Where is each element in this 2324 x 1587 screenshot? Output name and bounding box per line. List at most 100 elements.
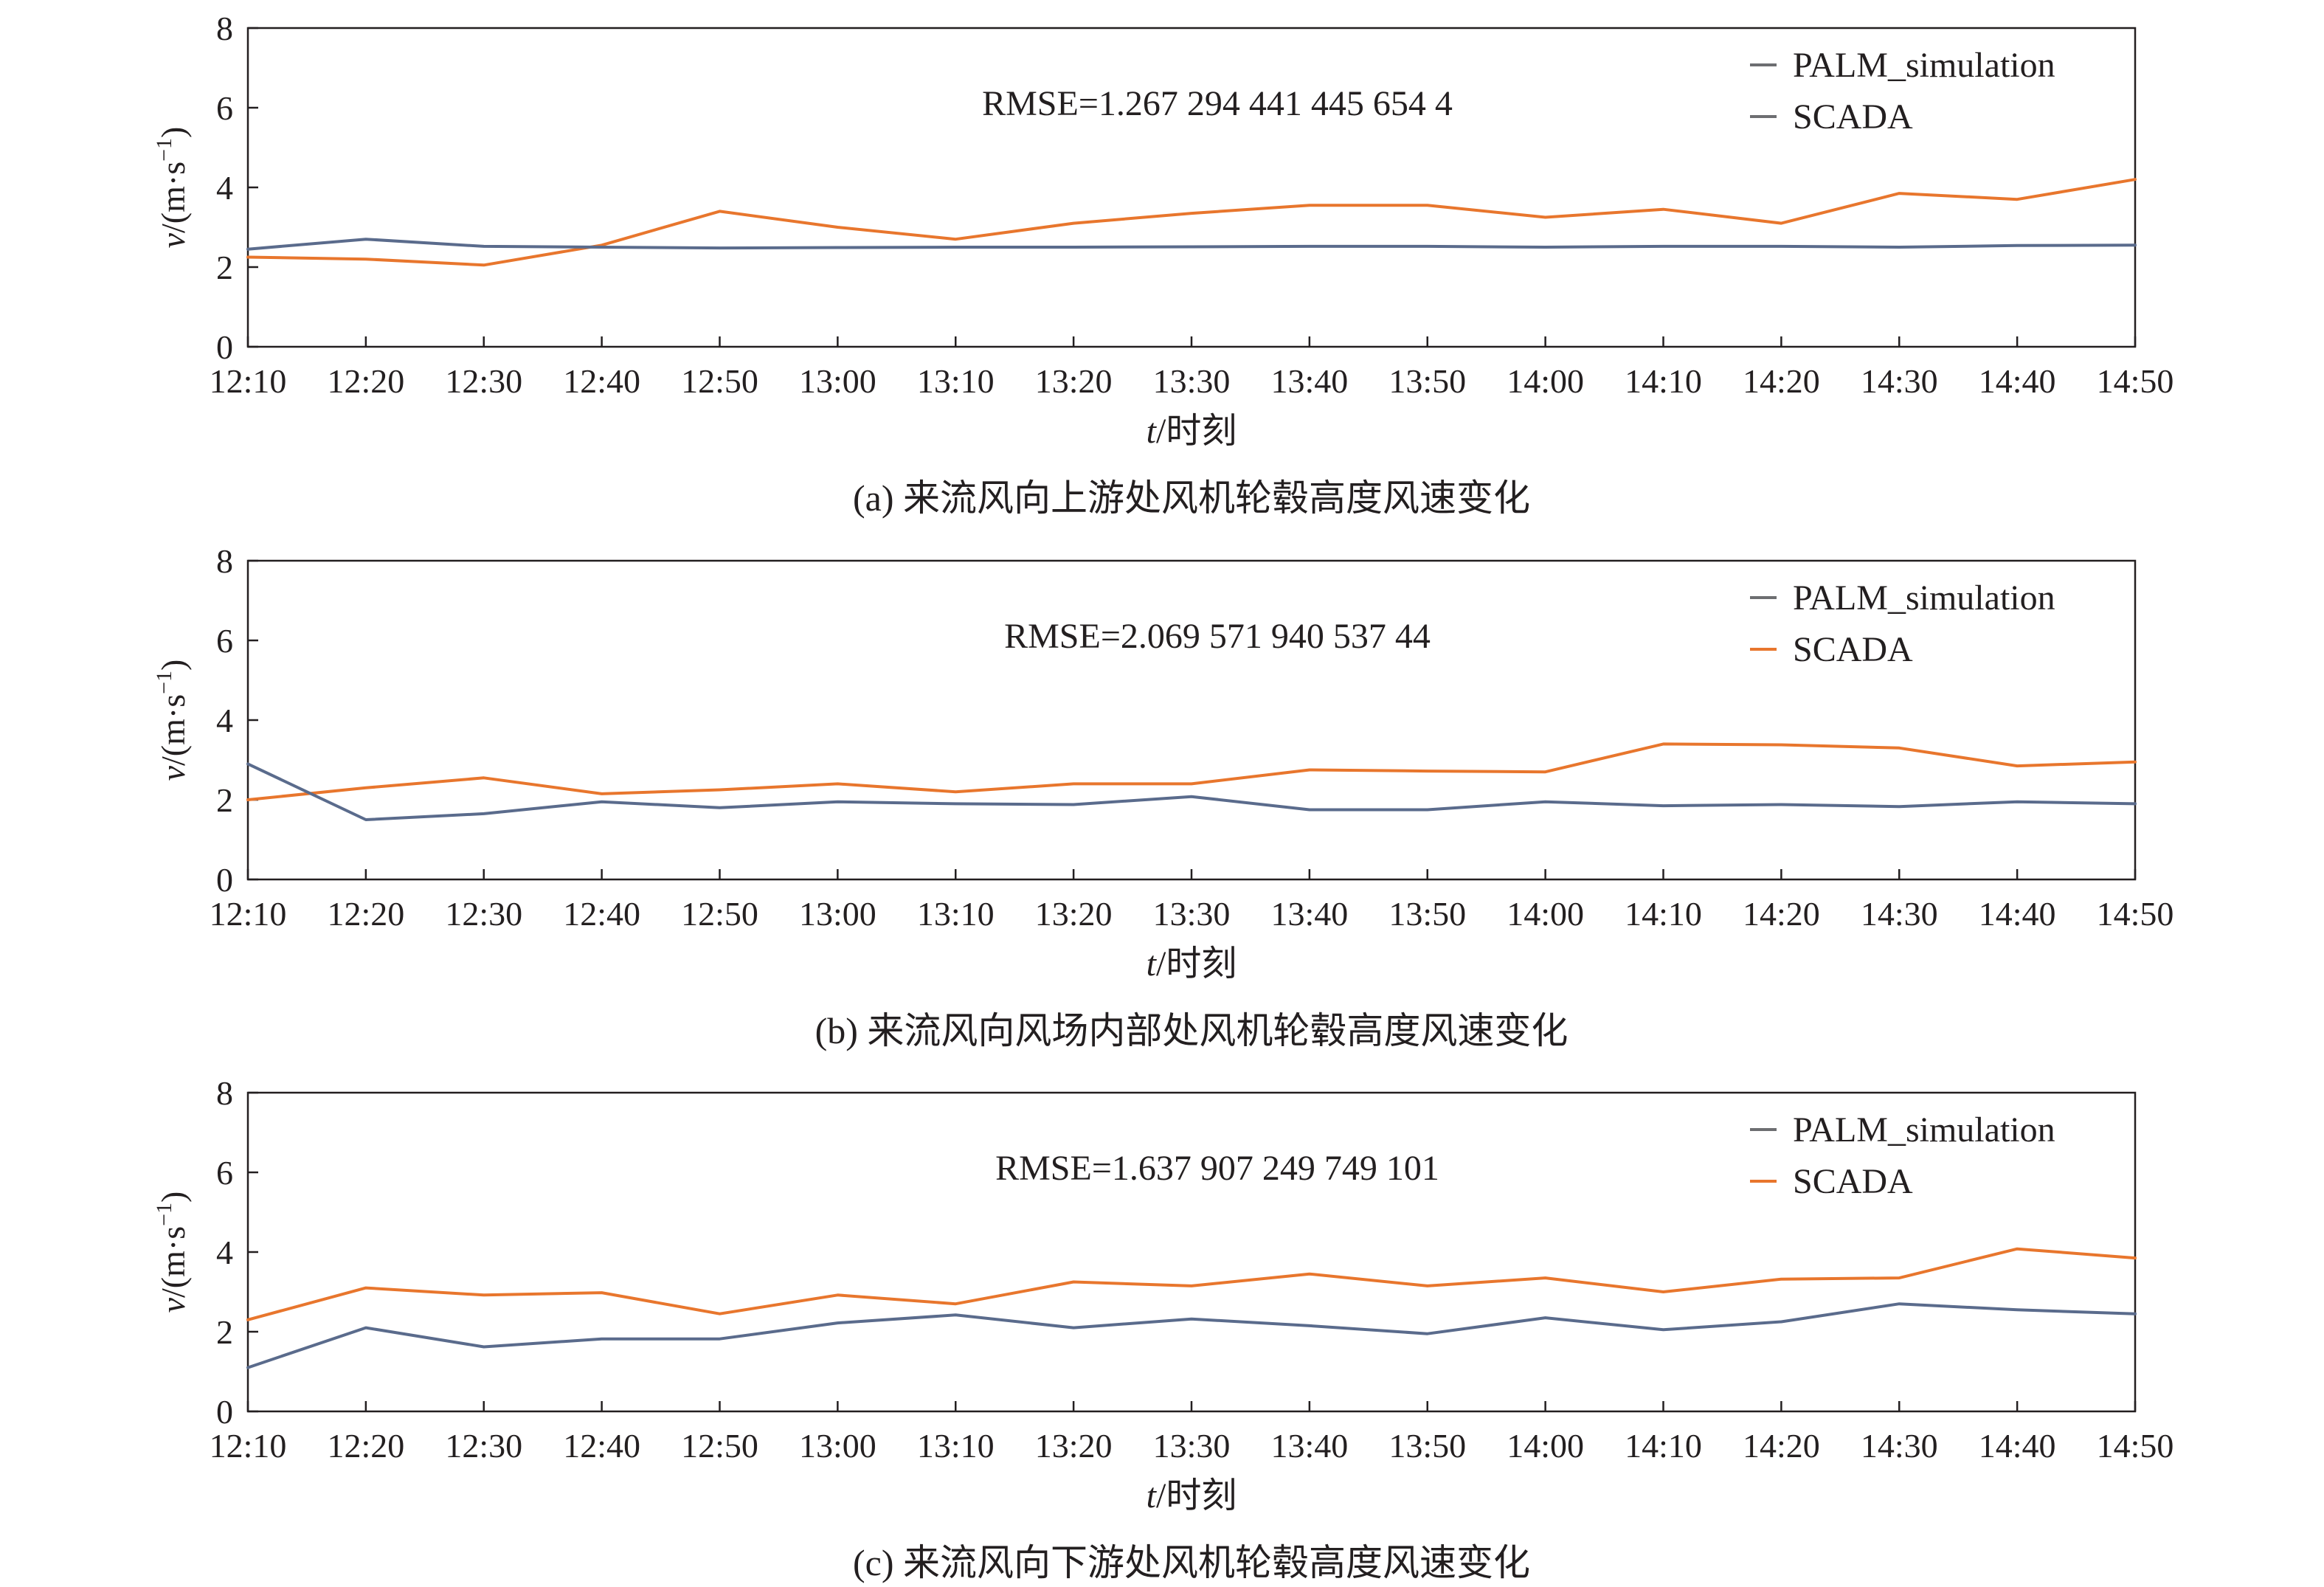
x-tick-label: 13:40 — [1270, 1427, 1348, 1465]
x-tick-label: 12:30 — [445, 895, 522, 933]
y-tick-label: 6 — [216, 1154, 233, 1192]
x-tick-label: 13:50 — [1388, 1427, 1466, 1465]
x-tick-label: 12:20 — [327, 1427, 404, 1465]
x-tick-label: 14:10 — [1625, 362, 1702, 400]
x-axis-label-symbol: t — [1147, 412, 1158, 451]
x-tick-label: 12:40 — [563, 1427, 640, 1465]
x-tick-label: 14:50 — [2097, 362, 2174, 400]
y-axis-label-superscript: −1 — [152, 138, 176, 162]
x-tick-label: 13:10 — [917, 895, 995, 933]
rmse-annotation: RMSE=2.069 571 940 537 44 — [1004, 617, 1431, 656]
y-tick-label: 4 — [216, 1234, 233, 1271]
y-axis-label-text: /(m·s — [154, 694, 192, 766]
panel-a: 0 2 4 6 8 12:10 12:20 12:30 12:40 12:50 13:00 13:10… — [152, 10, 2173, 519]
x-tick-label: 13:20 — [1035, 1427, 1113, 1465]
x-axis-label-symbol: t — [1147, 944, 1158, 983]
legend-label-scada: SCADA — [1793, 1162, 1913, 1201]
x-axis-label-text: /时刻 — [1156, 412, 1237, 451]
x-tick-label: 12:20 — [327, 895, 404, 933]
x-tick-label: 14:40 — [1979, 362, 2056, 400]
x-tick-label: 14:30 — [1861, 362, 1938, 400]
x-axis-label-text: /时刻 — [1156, 1476, 1237, 1515]
panel-caption: (a) 来流风向上游处风机轮毂高度风速变化 — [853, 477, 1530, 519]
x-tick-label: 12:50 — [681, 362, 758, 400]
y-tick-label: 2 — [216, 1313, 233, 1351]
x-tick-label: 12:10 — [210, 895, 287, 933]
y-tick-label: 6 — [216, 89, 233, 127]
x-tick-label: 14:30 — [1861, 1427, 1938, 1465]
legend-label-palm-simulation: PALM_simulation — [1793, 578, 2055, 618]
series-line-scada — [246, 742, 2137, 801]
y-tick-label: 8 — [216, 542, 233, 580]
x-tick-label: 13:50 — [1388, 362, 1466, 400]
x-tick-label: 14:30 — [1861, 895, 1938, 933]
y-axis-label: v/(m·s−1) — [152, 1192, 192, 1313]
x-axis-label-symbol: t — [1147, 1476, 1158, 1515]
panel-caption: (c) 来流风向下游处风机轮毂高度风速变化 — [853, 1542, 1530, 1583]
x-axis-label: t/时刻 — [1147, 412, 1237, 451]
x-tick-label: 12:10 — [210, 362, 287, 400]
legend-label-palm-simulation: PALM_simulation — [1793, 1110, 2055, 1149]
x-tick-label: 14:00 — [1507, 362, 1584, 400]
x-tick-label: 14:50 — [2097, 1427, 2174, 1465]
x-tick-label: 14:10 — [1625, 1427, 1702, 1465]
series-line-scada — [246, 178, 2137, 267]
x-tick-label: 13:10 — [917, 1427, 995, 1465]
y-tick-label: 2 — [216, 781, 233, 819]
x-tick-label: 14:20 — [1743, 1427, 1820, 1465]
y-tick-label: 4 — [216, 169, 233, 207]
x-tick-label: 13:20 — [1035, 895, 1113, 933]
x-tick-label: 14:00 — [1507, 895, 1584, 933]
x-tick-label: 13:30 — [1153, 362, 1231, 400]
x-axis-label: t/时刻 — [1147, 944, 1237, 983]
x-tick-label: 14:20 — [1743, 895, 1820, 933]
x-axis-label-text: /时刻 — [1156, 944, 1237, 983]
y-axis-label-text: /(m·s — [154, 162, 192, 233]
x-tick-label: 12:20 — [327, 362, 404, 400]
y-tick-label: 4 — [216, 702, 233, 739]
x-tick-label: 14:40 — [1979, 1427, 2056, 1465]
panel-caption: (b) 来流风向风场内部处风机轮毂高度风速变化 — [815, 1010, 1569, 1051]
series-line-palm-simulation — [246, 762, 2137, 821]
y-tick-label: 8 — [216, 1074, 233, 1112]
panel-b: 0 2 4 6 8 12:10 12:20 12:30 12:40 12:50 13:00 13:10… — [152, 542, 2173, 1051]
rmse-annotation: RMSE=1.637 907 249 749 101 — [995, 1149, 1439, 1188]
y-tick-label: 6 — [216, 622, 233, 660]
y-tick-label: 8 — [216, 10, 233, 47]
x-tick-label: 14:40 — [1979, 895, 2056, 933]
y-axis-label: v/(m·s−1) — [152, 660, 192, 781]
x-tick-label: 13:00 — [799, 1427, 876, 1465]
y-tick-label: 0 — [216, 861, 233, 899]
legend-label-scada: SCADA — [1793, 97, 1913, 136]
legend-label-palm-simulation: PALM_simulation — [1793, 46, 2055, 85]
x-tick-label: 13:20 — [1035, 362, 1113, 400]
panel-c: 0 2 4 6 8 12:10 12:20 12:30 12:40 12:50 13:00 13:10… — [152, 1074, 2173, 1583]
x-tick-label: 13:00 — [799, 362, 876, 400]
x-tick-label: 13:30 — [1153, 1427, 1231, 1465]
y-axis-label-symbol: v — [154, 765, 192, 781]
x-tick-label: 14:00 — [1507, 1427, 1584, 1465]
y-tick-label: 2 — [216, 249, 233, 286]
series-line-palm-simulation — [246, 1302, 2137, 1369]
legend-label-scada: SCADA — [1793, 630, 1913, 669]
x-tick-label: 12:30 — [445, 1427, 522, 1465]
y-tick-label: 0 — [216, 1393, 233, 1431]
x-tick-label: 13:10 — [917, 362, 995, 400]
y-axis-label-close: ) — [154, 660, 192, 671]
x-tick-label: 13:50 — [1388, 895, 1466, 933]
x-tick-label: 12:40 — [563, 895, 640, 933]
x-tick-label: 13:40 — [1270, 362, 1348, 400]
x-tick-label: 14:20 — [1743, 362, 1820, 400]
y-axis-label-superscript: −1 — [152, 671, 176, 694]
x-tick-label: 14:50 — [2097, 895, 2174, 933]
series-line-scada — [246, 1247, 2137, 1321]
y-axis-label-text: /(m·s — [154, 1226, 192, 1298]
y-axis-label-superscript: −1 — [152, 1203, 176, 1226]
x-axis-label: t/时刻 — [1147, 1476, 1237, 1515]
x-tick-label: 12:50 — [681, 895, 758, 933]
x-tick-label: 13:40 — [1270, 895, 1348, 933]
y-axis-label: v/(m·s−1) — [152, 127, 192, 249]
x-tick-label: 13:00 — [799, 895, 876, 933]
x-tick-label: 12:10 — [210, 1427, 287, 1465]
